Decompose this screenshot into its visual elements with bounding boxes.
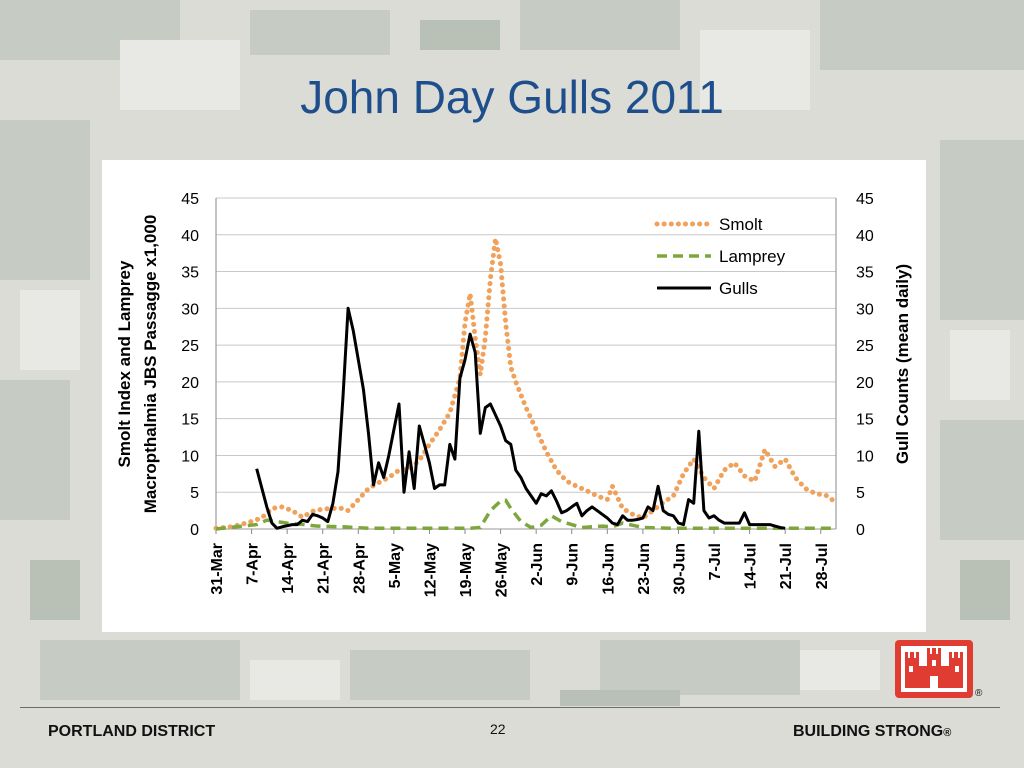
x-tick-label: 23-Jun: [636, 543, 653, 595]
x-tick-label: 7-Jul: [707, 543, 724, 580]
y-right-tick-label: 30: [856, 301, 874, 318]
page-number: 22: [490, 721, 506, 737]
y-left-tick-label: 35: [181, 265, 199, 282]
y-left-axis-title-line1: Smolt Index and Lamprey: [115, 260, 134, 467]
y-right-tick-label: 15: [856, 412, 874, 429]
y-left-tick-label: 45: [181, 191, 199, 208]
x-tick-label: 14-Jul: [743, 543, 760, 589]
y-left-tick-label: 5: [190, 485, 199, 502]
slide-title: John Day Gulls 2011: [300, 71, 724, 123]
y-right-tick-label: 10: [856, 448, 874, 465]
legend-label-smolt: Smolt: [719, 215, 763, 234]
chart-panel: 0 5 10 15 20 25 30 35 40 45 0 5 10 15 20 25 30 35 40 45 31-M…: [102, 160, 926, 632]
x-tick-label: 21-Apr: [316, 543, 333, 594]
footer-district: PORTLAND DISTRICT: [48, 723, 216, 740]
x-tick-label: 28-Jul: [814, 543, 831, 589]
series-line-gulls: [255, 306, 786, 530]
y-left-tick-label: 10: [181, 448, 199, 465]
y-left-tick-label: 30: [181, 301, 199, 318]
y-left-axis-title-line2: Macropthalmia JBS Passagge x1,000: [141, 215, 160, 514]
line-chart: 0 5 10 15 20 25 30 35 40 45 0 5 10 15 20 25 30 35 40 45 31-M…: [115, 191, 912, 597]
y-right-axis-title: Gull Counts (mean daily): [893, 264, 912, 464]
series-line-smolt: [213, 238, 839, 531]
footer-tagline: BUILDING STRONG®: [793, 723, 951, 741]
x-tick-label: 16-Jun: [600, 543, 617, 595]
footer-divider: [20, 707, 1000, 708]
series-line-lamprey: [215, 498, 836, 531]
y-right-tick-label: 40: [856, 228, 874, 245]
y-left-tick-label: 25: [181, 338, 199, 355]
x-tick-label: 28-Apr: [351, 543, 368, 594]
y-left-tick-label: 40: [181, 228, 199, 245]
footer-tagline-text: BUILDING STRONG: [793, 723, 944, 740]
y-right-tick-label: 20: [856, 375, 874, 392]
y-right-tick-label: 0: [856, 522, 865, 539]
legend-label-gulls: Gulls: [719, 279, 758, 298]
y-left-tick-label: 20: [181, 375, 199, 392]
y-right-tick-label: 5: [856, 485, 865, 502]
x-tick-label: 31-Mar: [209, 543, 226, 595]
logo-registered-mark: ®: [975, 688, 983, 699]
x-tick-label: 12-May: [422, 543, 439, 597]
footer-registered-mark: ®: [943, 727, 952, 739]
x-tick-label: 2-Jun: [529, 543, 546, 586]
y-right-tick-label: 35: [856, 265, 874, 282]
x-tick-label: 9-Jun: [565, 543, 582, 586]
castle-icon: [895, 640, 973, 698]
legend-label-lamprey: Lamprey: [719, 247, 786, 266]
y-left-tick-label: 15: [181, 412, 199, 429]
y-right-tick-label: 45: [856, 191, 874, 208]
x-tick-label: 14-Apr: [280, 543, 297, 594]
x-tick-label: 19-May: [458, 543, 475, 597]
x-tick-label: 21-Jul: [778, 543, 795, 589]
x-tick-label: 30-Jun: [671, 543, 688, 595]
x-tick-label: 7-Apr: [245, 543, 262, 585]
y-left-tick-label: 0: [190, 522, 199, 539]
y-right-tick-label: 25: [856, 338, 874, 355]
x-tick-label: 5-May: [387, 543, 404, 588]
x-tick-label: 26-May: [494, 543, 511, 597]
